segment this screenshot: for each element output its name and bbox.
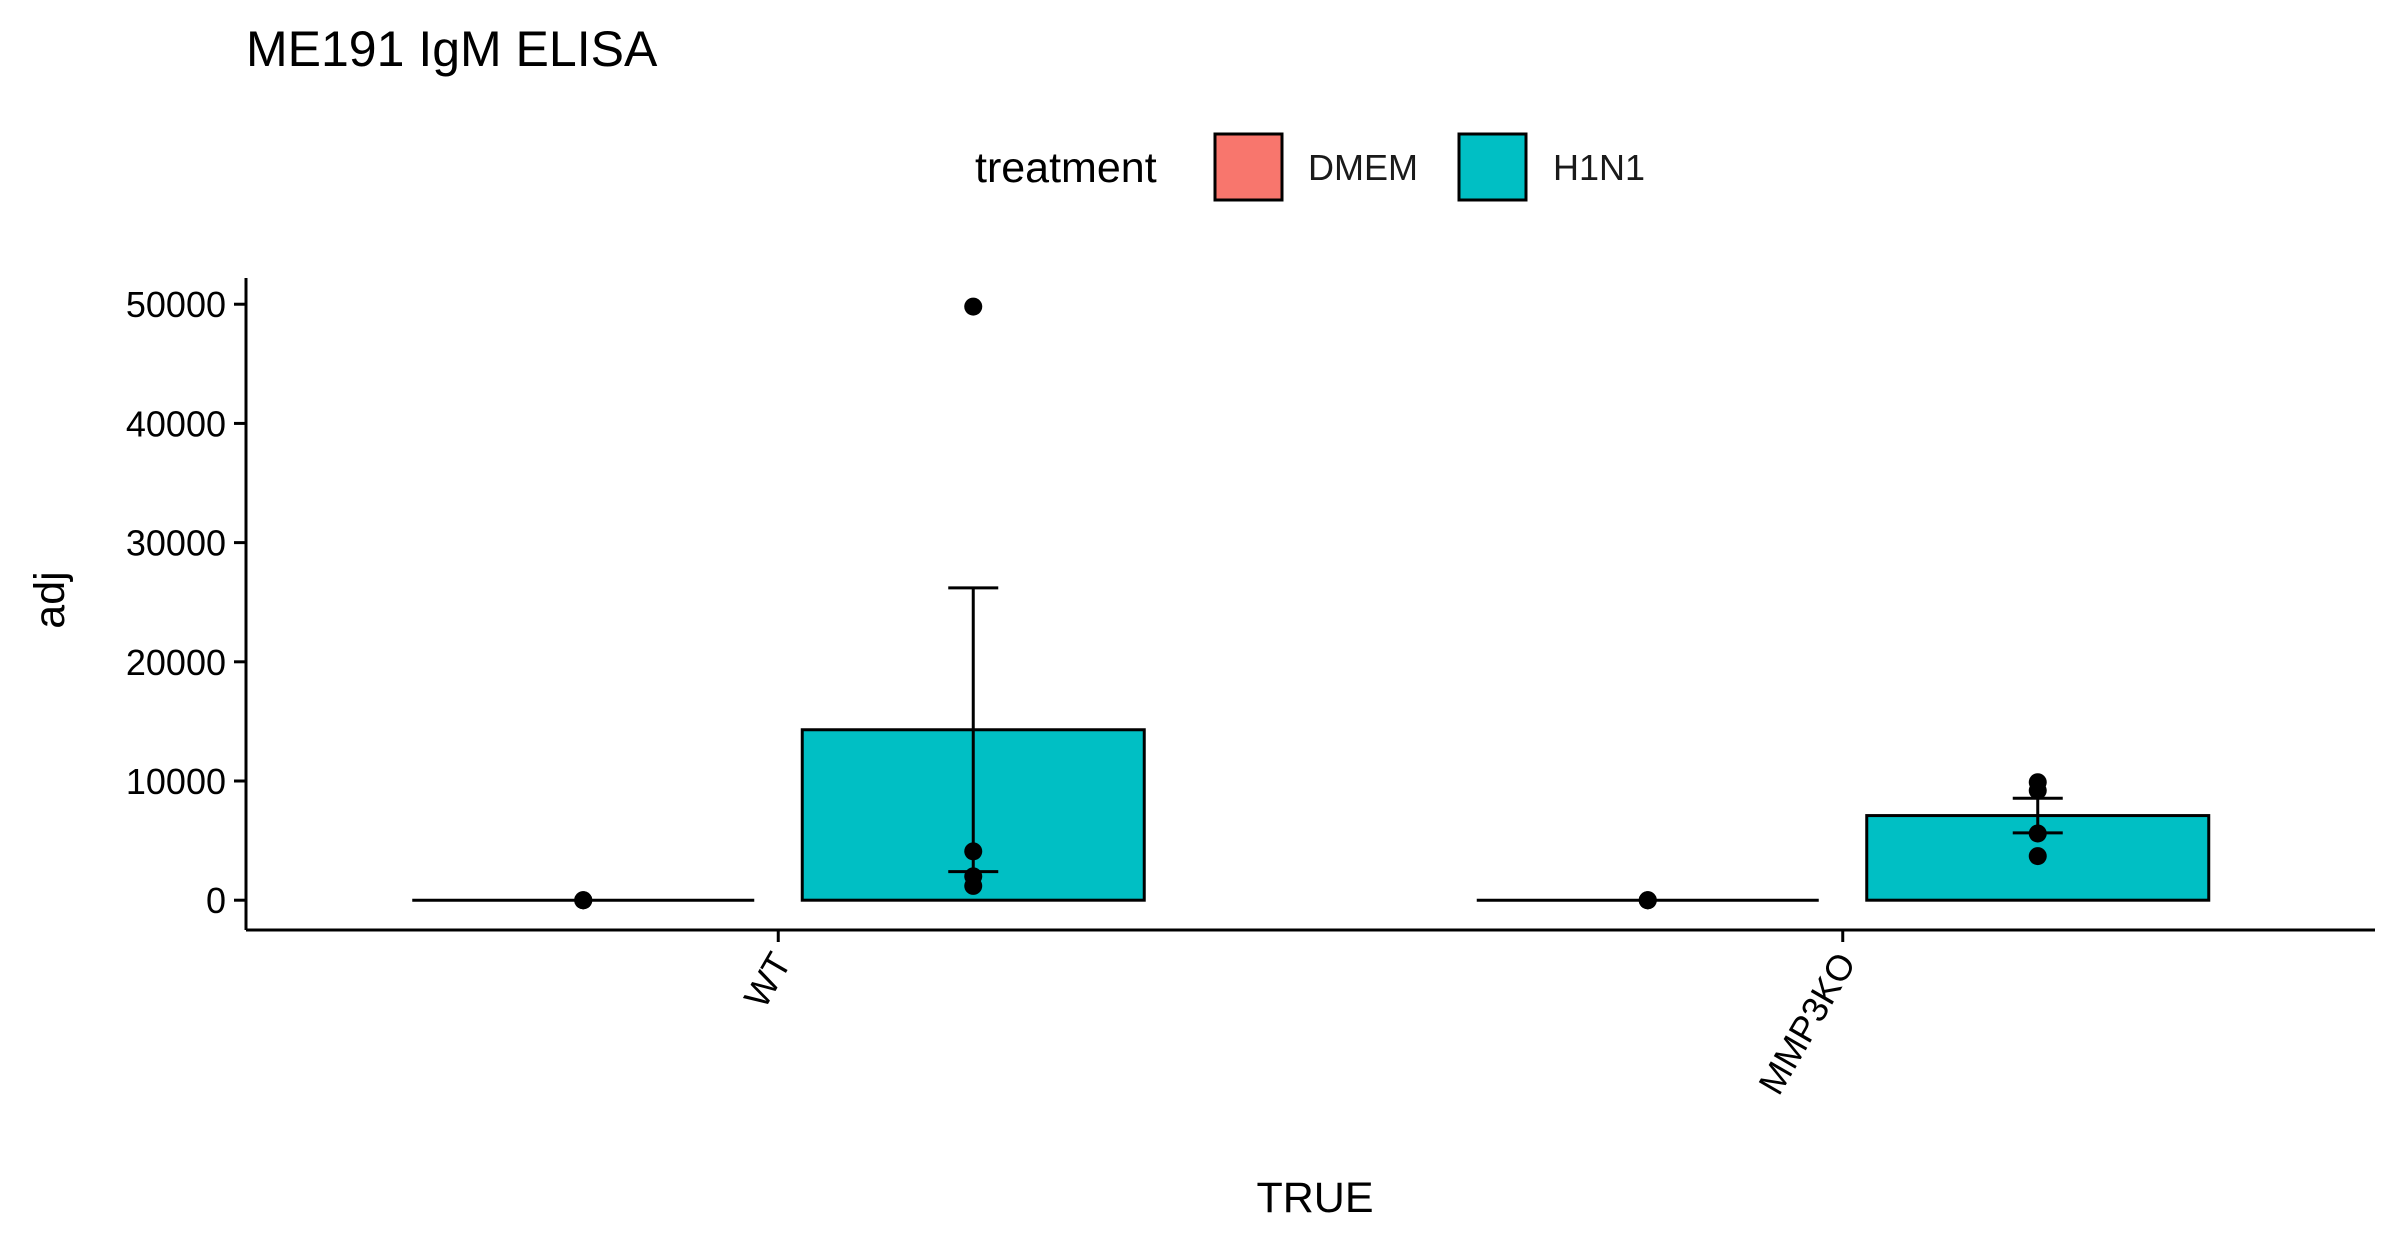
plot-area [412,297,2211,910]
point-h1n1-mmp3ko-2 [2028,781,2047,800]
y-tick-label-50000: 50000 [126,284,226,325]
y-tick-label-30000: 30000 [126,523,226,564]
point-h1n1-wt-2 [964,842,983,861]
y-tick-label-40000: 40000 [126,403,226,444]
chart-title: ME191 IgM ELISA [246,21,658,77]
point-dmem-wt-3 [574,891,593,910]
legend-key-dmem [1213,132,1284,202]
x-tick-label-wt: WT [736,945,799,1014]
legend-key-h1n1 [1457,132,1528,202]
point-h1n1-mmp3ko-3 [2028,824,2047,843]
y-tick-label-10000: 10000 [126,761,226,802]
legend: treatment DMEM H1N1 [975,132,1645,202]
legend-label-h1n1: H1N1 [1553,147,1645,188]
point-h1n1-mmp3ko-4 [2028,847,2047,866]
y-tick-label-20000: 20000 [126,642,226,683]
legend-label-dmem: DMEM [1308,147,1418,188]
x-axis-title: TRUE [1256,1174,1373,1222]
y-tick-label-0: 0 [206,880,226,921]
y-axis-title: adj [26,571,74,628]
point-h1n1-wt-1 [964,297,983,316]
point-dmem-mmp3ko-3 [1638,891,1657,910]
legend-title: treatment [975,144,1157,192]
axes: 0 10000 20000 30000 40000 50000 WT MMP3KO [126,278,2375,1101]
point-h1n1-wt-4 [964,867,983,886]
x-tick-label-mmp3ko: MMP3KO [1750,946,1864,1102]
